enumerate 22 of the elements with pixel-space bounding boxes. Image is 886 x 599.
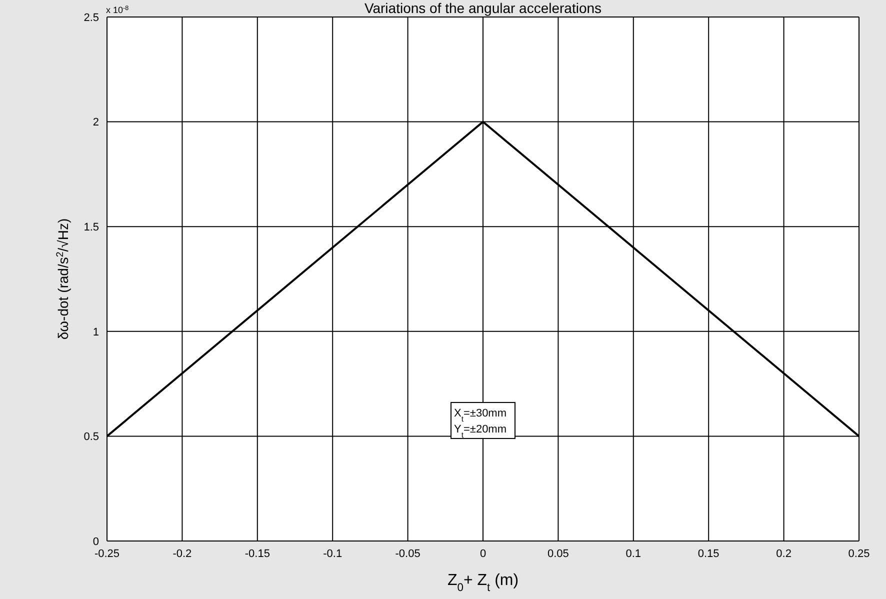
annotation: X$_{t}$=±30mm <box>454 407 507 423</box>
y-tick-label: 2.5 <box>84 12 99 24</box>
x-tick-label: 0.15 <box>698 548 720 560</box>
x-tick-label: -0.15 <box>244 548 270 560</box>
y-tick-label: 1 <box>92 326 99 338</box>
y-tick-label: 0 <box>92 536 99 548</box>
chart-title: Variations of the angular accelerations <box>364 0 602 16</box>
x-tick-label: -0.1 <box>323 548 342 560</box>
x-tick-label: -0.25 <box>94 548 120 560</box>
x-tick-label: -0.2 <box>172 548 192 560</box>
text: x 10$^{-8}$ <box>106 4 130 15</box>
x-axis-title: Z$_{0}$+ Z$_{t}$ (m) <box>447 572 519 594</box>
x-tick-label: 0.05 <box>547 548 569 560</box>
x-tick-label: 0.1 <box>626 548 642 560</box>
y-tick-label: 0.5 <box>84 431 99 444</box>
annotation: Y$_{t}$=±20mm <box>454 423 507 439</box>
y-tick-label: 1.5 <box>84 222 99 234</box>
x-tick-label: -0.05 <box>395 548 420 560</box>
x-tick-label: 0.2 <box>776 548 792 560</box>
x-tick-label: 0.25 <box>848 548 870 560</box>
x-tick-label: 0 <box>480 548 486 560</box>
y-tick-label: 2 <box>92 116 99 129</box>
